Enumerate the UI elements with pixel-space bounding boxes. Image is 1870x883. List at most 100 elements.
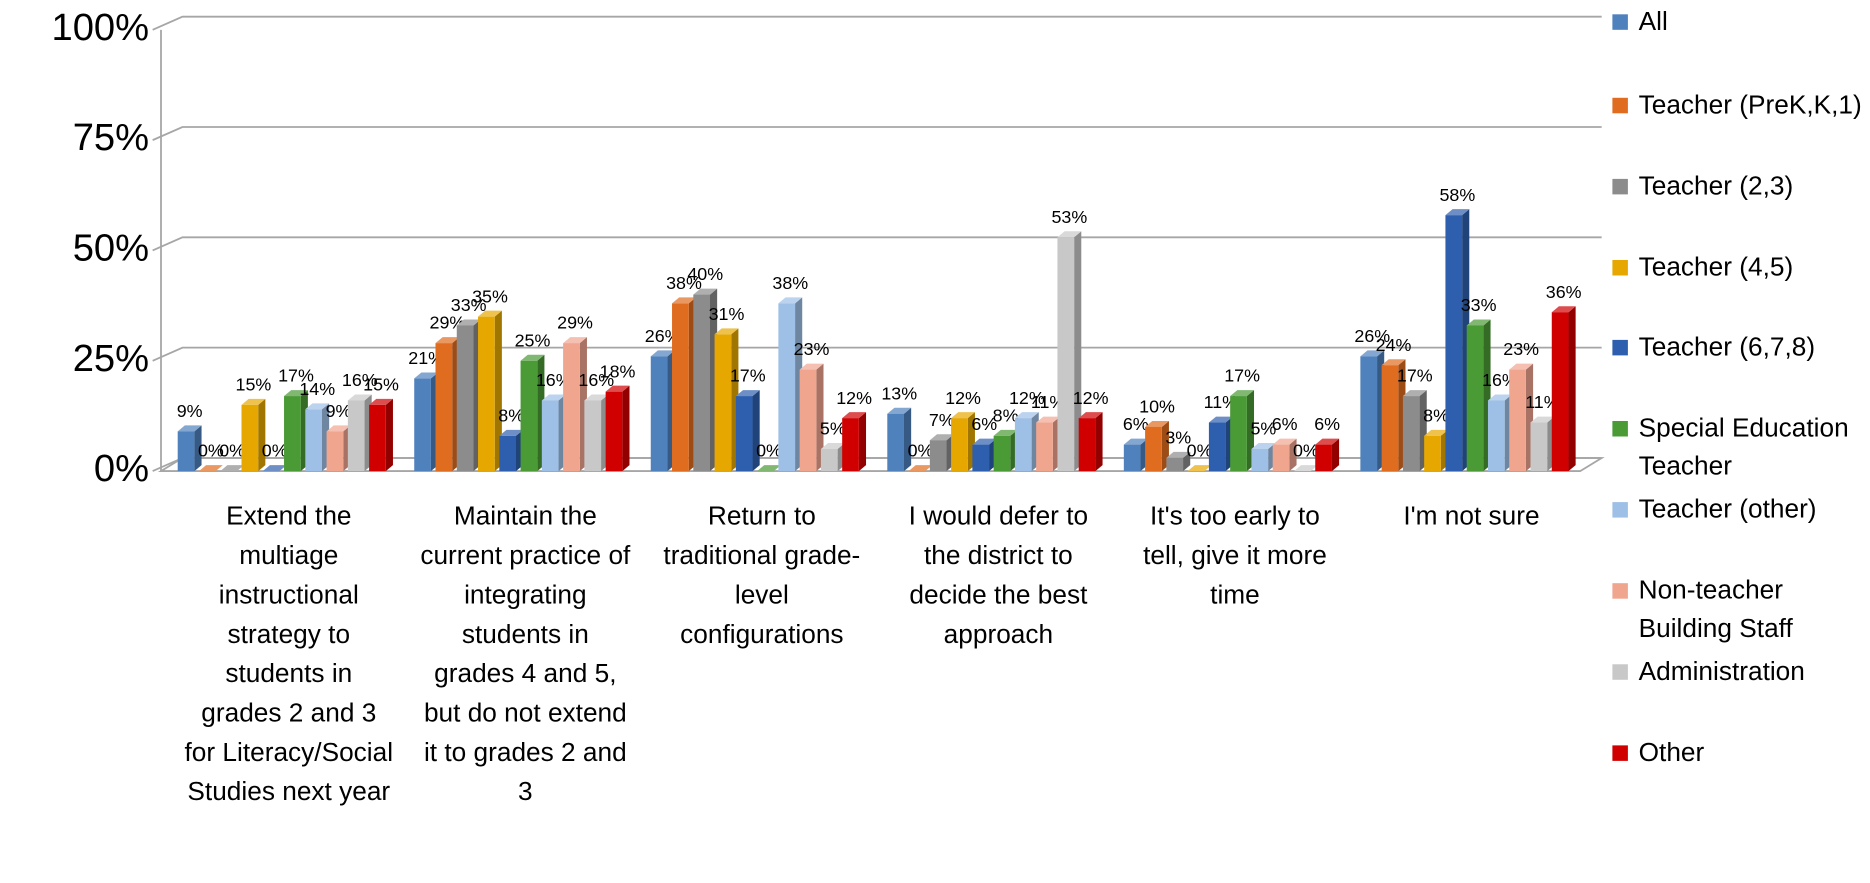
grid-line [152, 15, 1602, 31]
bar [1360, 356, 1378, 472]
bar-side [622, 385, 630, 472]
legend-item: Teacher (PreK,K,1) [1612, 86, 1868, 124]
data-label: 33% [1461, 295, 1497, 315]
x-tick-label: I'm not sure [1403, 500, 1540, 531]
bar-top [499, 429, 524, 436]
bar [951, 418, 968, 472]
bar [972, 444, 990, 472]
data-label: 13% [881, 383, 917, 403]
bar [993, 435, 1011, 472]
bar-side [385, 398, 393, 472]
bar-top [1381, 359, 1406, 366]
data-label: 16% [578, 370, 614, 390]
legend-swatch [1612, 14, 1628, 30]
bar-top [1551, 306, 1576, 313]
bar [177, 431, 195, 472]
bar-side [752, 390, 760, 472]
data-label: 16% [1482, 370, 1518, 390]
data-label: 25% [515, 330, 551, 350]
bar [541, 400, 559, 472]
bar-side [194, 425, 202, 472]
data-label: 15% [363, 375, 399, 395]
legend-item: Administration [1612, 652, 1868, 690]
legend-swatch [1612, 97, 1628, 114]
bar-top [1315, 438, 1340, 445]
data-label: 35% [472, 286, 508, 306]
legend-swatch [1612, 339, 1628, 356]
bar-top [435, 337, 460, 344]
bar-top [1445, 209, 1470, 216]
bar [1078, 418, 1096, 472]
data-label: 38% [772, 273, 808, 293]
bar-side [1183, 451, 1191, 472]
bar-top [456, 319, 481, 326]
bar-side [494, 310, 502, 472]
bar-top [1402, 390, 1427, 397]
bar-top [757, 465, 781, 472]
bar [650, 356, 668, 472]
bar-top [908, 465, 933, 472]
data-label: 17% [730, 366, 766, 386]
bar [347, 400, 365, 472]
data-label: 0% [198, 441, 224, 461]
bar-side [1074, 231, 1082, 472]
bar [284, 396, 301, 472]
x-tick-label: I would defer to the district to decide … [908, 500, 1089, 649]
bar-top [887, 407, 912, 414]
bar-side [1289, 438, 1297, 472]
bar [778, 303, 796, 472]
bar [563, 343, 580, 472]
bar [714, 334, 732, 472]
y-tick-label: 50% [73, 227, 149, 270]
legend-label: All [1638, 5, 1668, 36]
legend-swatch [1612, 745, 1628, 761]
bar [1272, 444, 1290, 472]
bar-top [326, 425, 351, 432]
bar-top [1166, 451, 1191, 458]
data-label: 8% [993, 405, 1019, 425]
bar [929, 440, 947, 472]
bar [1445, 215, 1463, 472]
bar [305, 409, 323, 472]
bar [1145, 426, 1162, 472]
legend-label: Non-teacher Building Staff [1638, 574, 1793, 643]
bar [887, 413, 904, 472]
bar-top [972, 438, 997, 445]
x-tick-label: Return to traditional grade-level config… [663, 500, 861, 649]
bar [799, 369, 817, 472]
bar-top [650, 350, 675, 357]
bar-top [842, 412, 867, 419]
bar [1487, 400, 1505, 472]
bar-side [1095, 412, 1103, 472]
data-label: 0% [1187, 441, 1213, 461]
bar-side [1331, 438, 1340, 472]
bar-top [478, 310, 502, 317]
bar [1509, 369, 1526, 472]
bar-top [241, 398, 266, 405]
bar-top [929, 434, 954, 441]
bar-top [584, 394, 609, 401]
x-tick-label: It's too early to tell, give it more tim… [1143, 500, 1327, 610]
bar [1123, 444, 1141, 472]
data-label: 12% [1073, 388, 1109, 408]
bar-top [1466, 319, 1491, 326]
data-label: 58% [1439, 185, 1475, 205]
data-label: 17% [1224, 366, 1260, 386]
data-label: 16% [536, 370, 572, 390]
x-tick-label: Extend the multiage instructional strate… [184, 500, 394, 807]
data-label: 40% [687, 264, 723, 284]
bar-top [693, 288, 718, 295]
bar-top [1509, 363, 1534, 370]
bar [672, 303, 689, 472]
data-label: 0% [908, 441, 934, 461]
data-label: 5% [1250, 419, 1276, 439]
data-label: 8% [1423, 405, 1449, 425]
bar [1057, 237, 1075, 472]
bar [1424, 435, 1441, 472]
legend-swatch [1612, 420, 1628, 437]
legend-label: Administration [1638, 655, 1805, 686]
bar [1036, 422, 1053, 472]
legend-item: All [1612, 2, 1868, 40]
data-label: 0% [756, 441, 782, 461]
